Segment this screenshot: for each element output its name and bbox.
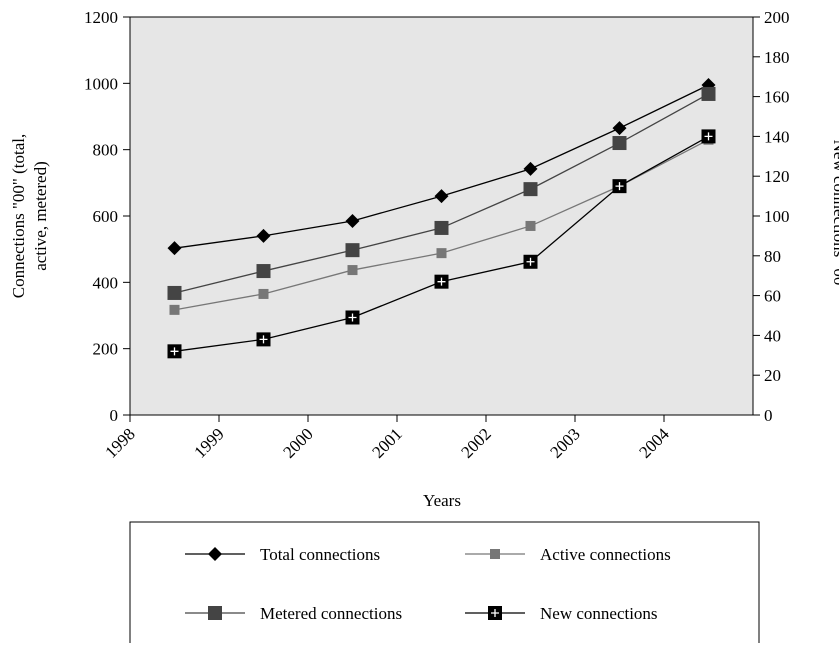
marker-part (208, 606, 222, 620)
y-tick-label: 400 (93, 273, 119, 292)
y2-tick-label: 20 (764, 366, 781, 385)
data-point (167, 241, 182, 256)
x-tick-label: 1999 (190, 424, 227, 461)
data-point (169, 304, 180, 315)
marker-part (169, 304, 180, 315)
y-tick-label: 1000 (84, 74, 118, 93)
marker-part (259, 335, 268, 344)
x-tick-label: 1998 (101, 424, 138, 461)
y2-tick-label: 140 (764, 127, 790, 146)
x-axis-label: Years (423, 491, 461, 510)
data-point (434, 189, 449, 204)
marker-part (347, 265, 358, 276)
y-tick-label: 200 (93, 340, 119, 359)
y2-tick-label: 40 (764, 326, 781, 345)
data-point (345, 213, 360, 228)
legend-marker (490, 549, 500, 559)
data-point (258, 288, 269, 299)
y-tick-label: 800 (93, 141, 119, 160)
data-point (523, 254, 538, 269)
marker-part (523, 161, 538, 176)
plot-area (129, 16, 754, 416)
x-tick-label: 2001 (368, 424, 405, 461)
y2-tick-label: 60 (764, 287, 781, 306)
marker-part (170, 347, 179, 356)
legend-label: New connections (540, 604, 658, 623)
data-point (436, 248, 447, 259)
data-point (525, 220, 536, 231)
data-point (523, 161, 538, 176)
marker-part (491, 609, 499, 617)
y2-tick-label: 0 (764, 406, 773, 425)
marker-part (612, 136, 627, 151)
data-point (167, 344, 182, 359)
data-point (256, 332, 271, 347)
marker-part (434, 220, 449, 235)
y2-tick-label: 120 (764, 167, 790, 186)
legend (129, 521, 760, 648)
marker-part (701, 86, 716, 101)
marker-part (167, 285, 182, 300)
y-axis-label: active, metered) (31, 161, 50, 271)
data-point (256, 228, 271, 243)
marker-part (525, 220, 536, 231)
marker-part (345, 243, 360, 258)
y2-axis-label: New connections "00" (830, 140, 839, 293)
data-point (523, 182, 538, 197)
marker-part (526, 257, 535, 266)
marker-part (167, 241, 182, 256)
marker-part (434, 189, 449, 204)
marker-part (208, 547, 222, 561)
y-tick-label: 600 (93, 207, 119, 226)
legend-marker (488, 606, 502, 620)
data-point (345, 243, 360, 258)
marker-part (437, 277, 446, 286)
y2-tick-label: 180 (764, 48, 790, 67)
y2-tick-label: 160 (764, 88, 790, 107)
x-tick-label: 2003 (546, 424, 583, 461)
data-point (701, 129, 716, 144)
x-tick-label: 2000 (279, 424, 316, 461)
data-point (347, 265, 358, 276)
marker-part (523, 182, 538, 197)
marker-part (258, 288, 269, 299)
marker-part (256, 264, 271, 279)
y2-tick-label: 100 (764, 207, 790, 226)
data-point (612, 121, 627, 136)
y2-tick-label: 200 (764, 8, 790, 27)
y-tick-label: 1200 (84, 8, 118, 27)
marker-part (436, 248, 447, 259)
data-point (345, 310, 360, 325)
marker-part (615, 182, 624, 191)
marker-part (345, 213, 360, 228)
marker-part (490, 549, 500, 559)
legend-label: Metered connections (260, 604, 402, 623)
data-point (256, 264, 271, 279)
data-point (612, 179, 627, 194)
marker-part (612, 121, 627, 136)
data-point (701, 86, 716, 101)
marker-part (256, 228, 271, 243)
legend-marker (208, 547, 222, 561)
x-tick-label: 2004 (635, 424, 673, 462)
marker-part (704, 132, 713, 141)
y-tick-label: 0 (110, 406, 119, 425)
legend-marker (208, 606, 222, 620)
y2-tick-label: 80 (764, 247, 781, 266)
y-axis-label: Connections "00" (total, (9, 134, 28, 299)
marker-part (348, 313, 357, 322)
data-point (434, 274, 449, 289)
data-point (434, 220, 449, 235)
x-tick-label: 2002 (457, 424, 494, 461)
legend-label: Active connections (540, 545, 671, 564)
data-point (612, 136, 627, 151)
legend-label: Total connections (260, 545, 380, 564)
data-point (167, 285, 182, 300)
